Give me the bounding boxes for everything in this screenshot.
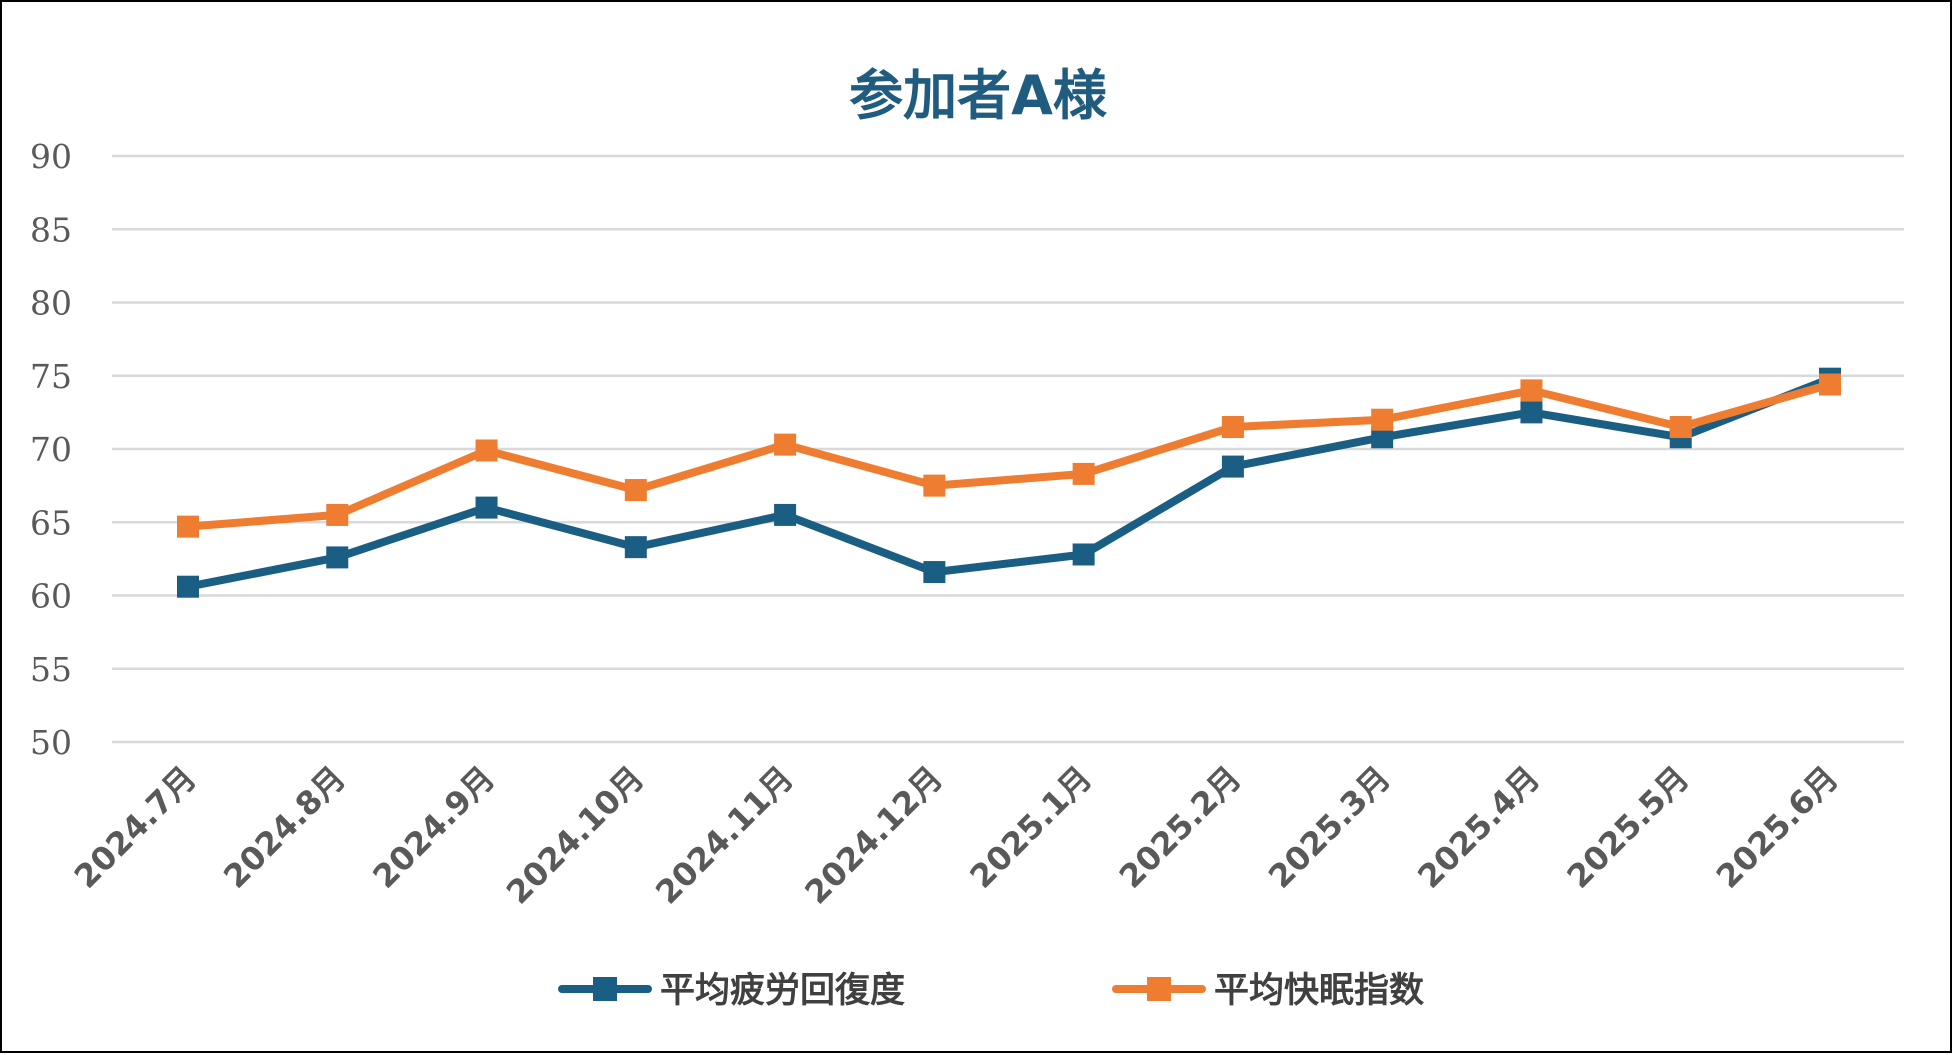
data-point-marker [624, 479, 647, 502]
data-point-marker [1072, 462, 1095, 485]
x-tick-label: 2024.9月 [365, 759, 502, 896]
x-tick-label: 2024.10月 [499, 759, 652, 912]
x-tick-label: 2024.8月 [216, 759, 353, 896]
data-point-marker [1072, 543, 1095, 566]
y-tick-label: 80 [30, 284, 72, 323]
x-tick-label: 2025.5月 [1560, 759, 1697, 896]
legend-marker [1147, 977, 1171, 1001]
data-point-marker [475, 439, 498, 462]
data-point-marker [774, 433, 797, 456]
data-point-marker [1371, 426, 1394, 449]
y-tick-label: 60 [30, 577, 72, 616]
data-point-marker [1221, 455, 1244, 478]
data-point-marker [774, 503, 797, 526]
x-tick-label: 2024.7月 [67, 759, 204, 896]
y-tick-label: 85 [30, 210, 72, 249]
y-tick-label: 65 [30, 503, 72, 542]
series-line [184, 374, 1834, 591]
data-point-marker [1520, 401, 1543, 424]
gridlines [112, 154, 1904, 744]
legend-item-2: 平均快眠指数 [1112, 971, 1424, 1011]
data-point-marker [326, 546, 349, 569]
data-point-marker [475, 496, 498, 519]
data-point-marker [1669, 416, 1692, 439]
y-axis-ticks: 50 55 60 65 70 75 80 85 90 [30, 137, 72, 762]
data-point-marker [326, 503, 349, 526]
data-point-marker [1819, 373, 1841, 396]
data-point-marker [1520, 379, 1543, 402]
data-point-marker [177, 515, 199, 538]
series-1 [177, 367, 1841, 598]
x-axis-ticks: 2024.7月 2024.8月 2024.9月2024.10月2024.11月202… [67, 759, 1846, 912]
data-point-marker [1371, 408, 1394, 431]
series-2 [177, 373, 1841, 538]
legend: 平均疲労回復度 平均快眠指数 [558, 971, 1424, 1011]
legend-marker [593, 977, 617, 1001]
x-tick-label: 2024.11月 [648, 759, 801, 912]
data-point-marker [177, 575, 199, 598]
y-tick-label: 90 [30, 137, 72, 176]
data-point-marker [923, 561, 946, 584]
x-tick-label: 2025.3月 [1261, 759, 1398, 896]
legend-label: 平均疲労回復度 [660, 971, 905, 1011]
legend-label: 平均快眠指数 [1214, 971, 1424, 1011]
x-tick-label: 2025.4月 [1410, 759, 1547, 896]
series-lines [177, 367, 1841, 598]
x-tick-label: 2024.12月 [797, 759, 950, 912]
y-tick-label: 70 [30, 430, 72, 469]
y-tick-label: 55 [30, 650, 72, 689]
x-tick-label: 2025.6月 [1709, 759, 1846, 896]
series-line [184, 380, 1834, 531]
data-point-marker [624, 536, 647, 559]
x-tick-label: 2025.2月 [1112, 759, 1249, 896]
chart-title: 参加者A様 [849, 64, 1108, 127]
x-tick-label: 2025.1月 [962, 759, 1099, 896]
legend-item-1: 平均疲労回復度 [558, 971, 905, 1011]
y-tick-label: 75 [30, 357, 72, 396]
data-point-marker [1221, 416, 1244, 439]
data-point-marker [923, 474, 946, 497]
y-tick-label: 50 [30, 723, 72, 762]
